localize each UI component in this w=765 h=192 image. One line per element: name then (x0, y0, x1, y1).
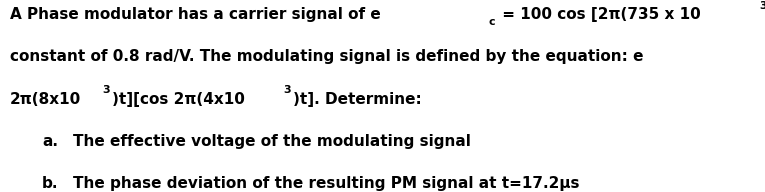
Text: 3: 3 (283, 85, 291, 95)
Text: c: c (488, 17, 495, 27)
Text: b.: b. (42, 176, 59, 191)
Text: 3: 3 (102, 85, 109, 95)
Text: 2π(8x10: 2π(8x10 (10, 92, 81, 107)
Text: )t][cos 2π(4x10: )t][cos 2π(4x10 (112, 92, 245, 107)
Text: 3: 3 (760, 1, 765, 11)
Text: A Phase modulator has a carrier signal of e: A Phase modulator has a carrier signal o… (10, 7, 381, 22)
Text: The phase deviation of the resulting PM signal at t=17.2μs: The phase deviation of the resulting PM … (73, 176, 579, 191)
Text: The effective voltage of the modulating signal: The effective voltage of the modulating … (73, 134, 470, 149)
Text: a.: a. (42, 134, 58, 149)
Text: = 100 cos [2π(735 x 10: = 100 cos [2π(735 x 10 (496, 7, 701, 22)
Text: constant of 0.8 rad/V. The modulating signal is defined by the equation: e: constant of 0.8 rad/V. The modulating si… (10, 50, 643, 65)
Text: )t]. Determine:: )t]. Determine: (293, 92, 422, 107)
